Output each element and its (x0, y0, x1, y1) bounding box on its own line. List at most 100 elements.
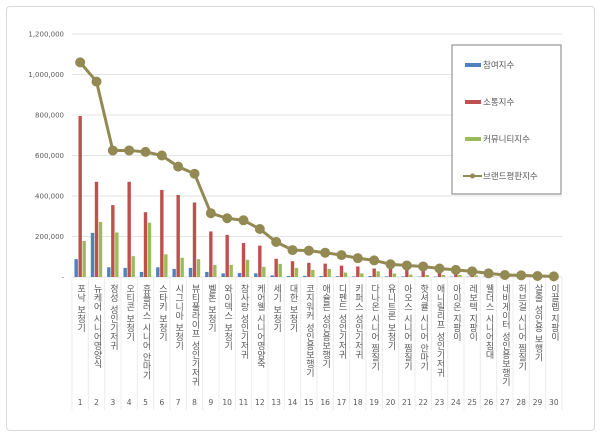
bar-1-7 (192, 202, 197, 277)
bar-0-5 (156, 267, 160, 277)
bar-0-16 (335, 276, 340, 277)
brand-point-9 (222, 213, 233, 224)
brand-point-14 (303, 245, 314, 256)
bar-2-15 (327, 268, 331, 277)
category-number: 6 (159, 398, 164, 407)
bar-1-11 (258, 245, 262, 277)
category-label: 네비게이터 성인용보행기 (500, 284, 510, 387)
bar-2-23 (458, 274, 462, 277)
category-label: 이끌렙 지팡이 (549, 284, 559, 342)
brand-point-22 (434, 263, 445, 274)
category-label: 뷰티풀라이프 성인기저귀 (190, 284, 200, 387)
bar-1-9 (225, 234, 229, 277)
category-label: 허브걸 시니어 찜질기 (516, 284, 526, 372)
bar-0-10 (237, 272, 242, 277)
bar-1-10 (241, 242, 246, 277)
brand-point-16 (336, 250, 347, 261)
category-number: 22 (418, 398, 428, 407)
category-number: 10 (222, 398, 232, 407)
brand-point-5 (156, 150, 167, 161)
bar-0-15 (319, 275, 323, 277)
bar-2-12 (278, 263, 282, 277)
legend-label-2: 커뮤니티지수 (483, 134, 530, 145)
category-number: 24 (451, 398, 461, 407)
category-label: 다나온 시니어 찜질기 (369, 284, 379, 372)
brand-point-13 (287, 245, 298, 256)
brand-point-3 (124, 145, 135, 156)
category-number: 26 (484, 398, 494, 407)
category-label: 세기 보청기 (271, 284, 281, 333)
category-label: 코지워커 성인용보행기 (304, 284, 314, 378)
bar-1-14 (307, 262, 311, 277)
bar-0-1 (90, 232, 95, 277)
y-tick-label: 1,000,000 (28, 71, 64, 79)
y-tick-label: 800,000 (35, 112, 64, 120)
y-tick-label: 200,000 (35, 233, 64, 241)
bar-2-21 (425, 274, 429, 277)
bar-2-14 (311, 269, 315, 277)
bar-2-10 (245, 259, 250, 277)
category-number: 7 (176, 398, 181, 407)
legend-label-0: 참여지수 (483, 60, 514, 71)
bar-2-22 (441, 274, 446, 277)
bar-0-20 (401, 276, 405, 277)
bar-0-2 (107, 267, 111, 277)
category-label: 참사랑 성인기저귀 (239, 284, 249, 360)
bar-1-2 (111, 205, 115, 277)
category-label: 아오스 시니어 찜질기 (402, 284, 412, 372)
bar-2-24 (474, 275, 478, 277)
category-label: 시그니아 보청기 (173, 284, 183, 351)
bar-1-16 (339, 265, 344, 277)
brand-point-8 (205, 208, 216, 219)
category-number: 17 (337, 398, 347, 407)
bar-2-7 (196, 259, 201, 277)
brand-point-26 (499, 269, 510, 280)
bar-0-4 (139, 271, 144, 277)
category-number: 14 (288, 398, 298, 407)
legend-swatch-1 (465, 100, 481, 104)
brand-point-17 (352, 253, 363, 264)
bar-1-19 (388, 268, 393, 277)
category-number: 30 (549, 398, 559, 407)
bar-1-12 (274, 258, 278, 277)
brand-point-7 (189, 168, 200, 179)
category-label: 스타키 보청기 (157, 284, 167, 342)
bar-1-1 (94, 181, 99, 277)
bar-2-6 (180, 257, 184, 277)
category-number: 13 (271, 398, 281, 407)
brand-point-24 (467, 266, 478, 277)
category-number: 8 (192, 398, 197, 407)
category-label: 대한 보청기 (288, 284, 298, 333)
category-label: 키퍼스 성인기저귀 (353, 284, 363, 360)
bar-2-16 (343, 272, 348, 277)
bar-2-18 (376, 271, 380, 277)
bar-2-25 (490, 276, 495, 277)
category-label: 와이덱스 보청기 (222, 283, 232, 351)
category-label: 뉴케어 시니어영양식 (92, 284, 102, 369)
category-number: 3 (110, 398, 115, 407)
legend-label-1: 소통지수 (483, 98, 514, 108)
bar-1-3 (127, 181, 131, 277)
category-number: 20 (386, 398, 396, 407)
bar-2-8 (213, 264, 217, 277)
bar-1-5 (160, 189, 164, 277)
y-tick-label: 400,000 (35, 193, 64, 201)
bar-1-18 (372, 268, 376, 277)
category-number: 25 (467, 398, 477, 407)
brand-point-10 (238, 215, 249, 226)
bar-0-11 (254, 273, 258, 277)
bar-2-4 (147, 222, 152, 277)
legend-swatch-2 (465, 137, 481, 141)
bar-2-2 (115, 232, 119, 277)
bar-2-9 (229, 264, 233, 277)
brand-point-2 (107, 145, 118, 156)
category-label: 휴플러스 시니어 안마기 (141, 284, 151, 381)
category-number: 16 (320, 398, 330, 407)
category-number: 29 (533, 398, 543, 407)
category-label: 케어웰 시니어영양죽 (255, 284, 265, 369)
category-label: 포낙 보청기 (75, 284, 85, 333)
bar-2-5 (164, 254, 168, 277)
category-number: 18 (353, 398, 363, 407)
bar-0-18 (368, 275, 372, 277)
